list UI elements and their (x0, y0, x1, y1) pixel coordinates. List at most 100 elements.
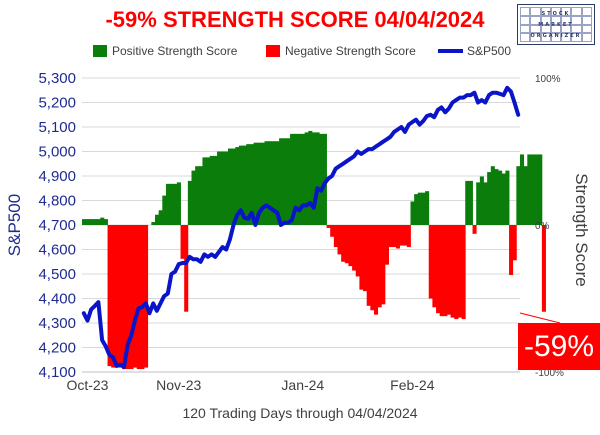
left-axis-tick-label: 4,400 (38, 291, 76, 308)
positive-strength-bar (498, 170, 503, 225)
positive-strength-bar (414, 194, 419, 225)
negative-strength-bar (140, 225, 145, 370)
negative-strength-bar (114, 225, 119, 368)
positive-strength-bar (534, 154, 539, 225)
positive-strength-bar (487, 172, 492, 225)
badge-pointer (519, 312, 561, 324)
left-axis-tick-label: 4,600 (38, 242, 76, 259)
negative-strength-bar (144, 225, 149, 368)
x-axis-label: 120 Trading Days through 04/04/2024 (182, 405, 417, 421)
positive-strength-bar (271, 141, 276, 225)
negative-strength-bar (395, 225, 400, 249)
negative-strength-bar (122, 225, 127, 370)
positive-strength-bar (100, 217, 105, 225)
positive-strength-bar (322, 133, 327, 225)
positive-strength-bar (235, 147, 240, 225)
positive-strength-bar (224, 151, 229, 225)
legend-label-sp500: S&P500 (467, 44, 511, 58)
negative-strength-bar (107, 225, 112, 367)
negative-strength-bar (184, 225, 189, 312)
negative-strength-bar (384, 225, 389, 265)
x-axis-tick-label: Oct-23 (66, 377, 108, 393)
positive-strength-bar (264, 141, 269, 225)
left-axis-tick-label: 5,200 (38, 95, 76, 112)
negative-strength-bar (333, 225, 338, 248)
positive-strength-bar (297, 133, 302, 225)
positive-strength-bar (82, 219, 87, 225)
negative-strength-bar (436, 225, 441, 314)
negative-strength-bar (428, 225, 433, 299)
plot-area (81, 77, 546, 373)
negative-strength-bar (129, 225, 134, 370)
positive-strength-bar (483, 182, 488, 225)
left-axis-tick-label: 5,000 (38, 144, 76, 161)
positive-strength-bar (520, 154, 525, 225)
positive-strength-bar (308, 130, 313, 225)
negative-strength-bar (388, 225, 393, 248)
negative-strength-bar (406, 225, 411, 248)
negative-strength-bar (381, 225, 386, 305)
negative-strength-bar (348, 225, 353, 267)
negative-strength-bar (439, 225, 444, 317)
positive-strength-bar (195, 166, 200, 225)
negative-strength-bar (432, 225, 437, 308)
right-axis-label: Strength Score (572, 173, 591, 286)
positive-strength-bar (162, 195, 167, 225)
positive-strength-bar (158, 210, 163, 225)
legend: Positive Strength Score Negative Strengt… (93, 44, 511, 58)
negative-strength-bar (512, 225, 517, 261)
positive-strength-bar (530, 154, 535, 225)
negative-strength-bar (133, 225, 138, 368)
positive-strength-bar (151, 222, 156, 225)
positive-strength-bar (169, 183, 174, 225)
positive-strength-bar (103, 219, 108, 225)
positive-strength-bar (217, 151, 222, 225)
chart-title: -59% STRENGTH SCORE 04/04/2024 (105, 7, 485, 32)
positive-strength-bar (501, 173, 506, 225)
left-axis-tick-label: 4,500 (38, 266, 76, 283)
right-axis-tick-label: 100% (535, 74, 561, 85)
negative-strength-bar (377, 225, 382, 308)
positive-strength-bar (165, 183, 170, 225)
positive-strength-bar (479, 176, 484, 225)
positive-strength-bar (89, 219, 94, 225)
right-axis-tick-label: -100% (535, 368, 564, 379)
positive-strength-bar (253, 142, 258, 225)
positive-strength-bar (202, 157, 207, 225)
positive-strength-bar (173, 183, 178, 225)
negative-strength-bar (111, 225, 116, 368)
positive-strength-bar (228, 148, 233, 225)
positive-strength-bar (198, 166, 203, 225)
positive-strength-bar (494, 169, 499, 225)
left-axis-tick-label: 4,800 (38, 193, 76, 210)
positive-strength-bar (476, 182, 481, 225)
positive-strength-bar (425, 191, 430, 225)
negative-strength-bar (341, 225, 346, 262)
positive-strength-bar (490, 166, 495, 225)
left-axis-label: S&P500 (5, 194, 24, 256)
negative-strength-bar (359, 225, 364, 290)
logo-text-stock: STOCK (541, 11, 571, 17)
negative-strength-bar (355, 225, 360, 277)
negative-strength-bar (443, 225, 448, 317)
left-axis-tick-label: 4,900 (38, 168, 76, 185)
negative-strength-bar (509, 225, 514, 275)
right-axis-tick-label: 0% (535, 221, 550, 232)
positive-strength-bar (206, 157, 211, 225)
latest-score-badge: -59% (518, 323, 600, 370)
left-axis-tick-label: 5,300 (38, 70, 76, 87)
left-axis: 4,100 4,200 4,300 4,400 4,500 4,600 4,700 4,800… (38, 70, 76, 381)
negative-strength-bar (344, 225, 349, 264)
positive-strength-bar (191, 170, 196, 225)
positive-strength-bar (290, 133, 295, 225)
negative-strength-bar (326, 225, 331, 228)
positive-strength-bar (304, 132, 309, 225)
positive-strength-bar (311, 132, 316, 225)
negative-strength-bar (337, 225, 342, 255)
negative-strength-bar (352, 225, 357, 271)
negative-strength-bar (392, 225, 397, 248)
positive-strength-bar (286, 138, 291, 225)
positive-strength-bar (176, 182, 181, 225)
positive-strength-bar (410, 201, 415, 225)
logo-grid (520, 7, 592, 42)
